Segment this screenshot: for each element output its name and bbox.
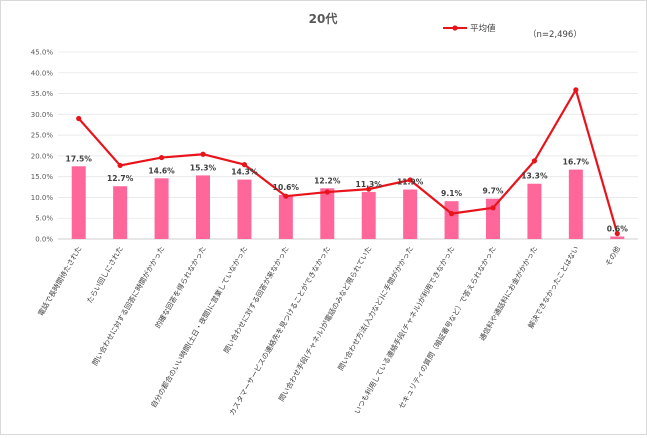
- average-point: [241, 162, 248, 168]
- average-point: [283, 193, 289, 199]
- chart-title: 20代: [309, 11, 338, 26]
- category-label: たらい回しにされた: [85, 245, 125, 305]
- average-point: [407, 177, 413, 183]
- data-label: 11.9%: [397, 178, 424, 187]
- data-label: 11.3%: [356, 180, 383, 189]
- data-label: 12.7%: [107, 174, 134, 183]
- bar: [196, 175, 210, 239]
- legend-label: 平均値: [470, 23, 496, 34]
- data-label: 17.5%: [66, 154, 93, 163]
- average-point: [448, 211, 455, 217]
- bar: [444, 201, 459, 239]
- y-tick-label: 20.0%: [31, 152, 54, 160]
- bar: [610, 236, 625, 239]
- data-label: 14.6%: [148, 166, 175, 175]
- data-label: 15.3%: [190, 163, 217, 172]
- average-line: [77, 88, 619, 234]
- bar: [403, 189, 418, 239]
- data-label: 16.7%: [563, 158, 590, 167]
- bar: [486, 198, 500, 239]
- bar: [237, 179, 252, 239]
- category-label: 問い合わせ方法(入力など)に手間がかかった: [336, 244, 415, 372]
- bar: [278, 194, 293, 239]
- average-point: [200, 151, 206, 157]
- y-tick-label: 25.0%: [31, 132, 54, 140]
- data-label: 12.2%: [314, 176, 341, 185]
- y-tick-label: 10.0%: [31, 194, 54, 202]
- y-tick-label: 5.0%: [35, 215, 53, 223]
- data-label: 10.6%: [273, 183, 300, 192]
- sample-size-note: （n=2,496）: [528, 29, 582, 40]
- category-label: 問い合わせ手段(チャネル)が電話のみなど限られていた: [277, 245, 374, 404]
- y-tick-label: 0.0%: [35, 236, 53, 244]
- y-tick-label: 15.0%: [31, 173, 54, 181]
- average-point: [117, 162, 123, 169]
- average-point: [531, 158, 538, 164]
- y-tick-label: 30.0%: [31, 111, 54, 119]
- legend-dot-marker: [452, 25, 458, 31]
- average-point: [490, 205, 496, 211]
- category-label: その他: [603, 245, 622, 268]
- average-point: [366, 186, 372, 192]
- average-point: [324, 189, 330, 195]
- bar: [527, 183, 542, 239]
- bar: [71, 166, 86, 239]
- average-point: [158, 154, 165, 161]
- bar: [113, 186, 128, 239]
- y-tick-label: 45.0%: [31, 49, 54, 57]
- category-label: 電話で長時間待たされた: [36, 245, 83, 318]
- bar: [361, 192, 376, 239]
- data-label: 0.6%: [607, 225, 628, 234]
- data-label: 9.7%: [482, 187, 503, 196]
- y-tick-label: 35.0%: [31, 90, 54, 98]
- category-label: 問い合わせに対する回答に時間がかかった: [90, 244, 166, 367]
- y-tick-label: 40.0%: [31, 69, 54, 77]
- average-point: [573, 87, 579, 93]
- average-point: [614, 230, 620, 237]
- data-label: 9.1%: [441, 189, 462, 198]
- average-point: [76, 115, 82, 122]
- data-label: 14.3%: [231, 168, 258, 177]
- bar: [568, 169, 583, 239]
- bar: [154, 178, 169, 239]
- legend: 平均値: [443, 23, 496, 34]
- data-label: 13.3%: [521, 172, 548, 181]
- bar: [320, 188, 335, 239]
